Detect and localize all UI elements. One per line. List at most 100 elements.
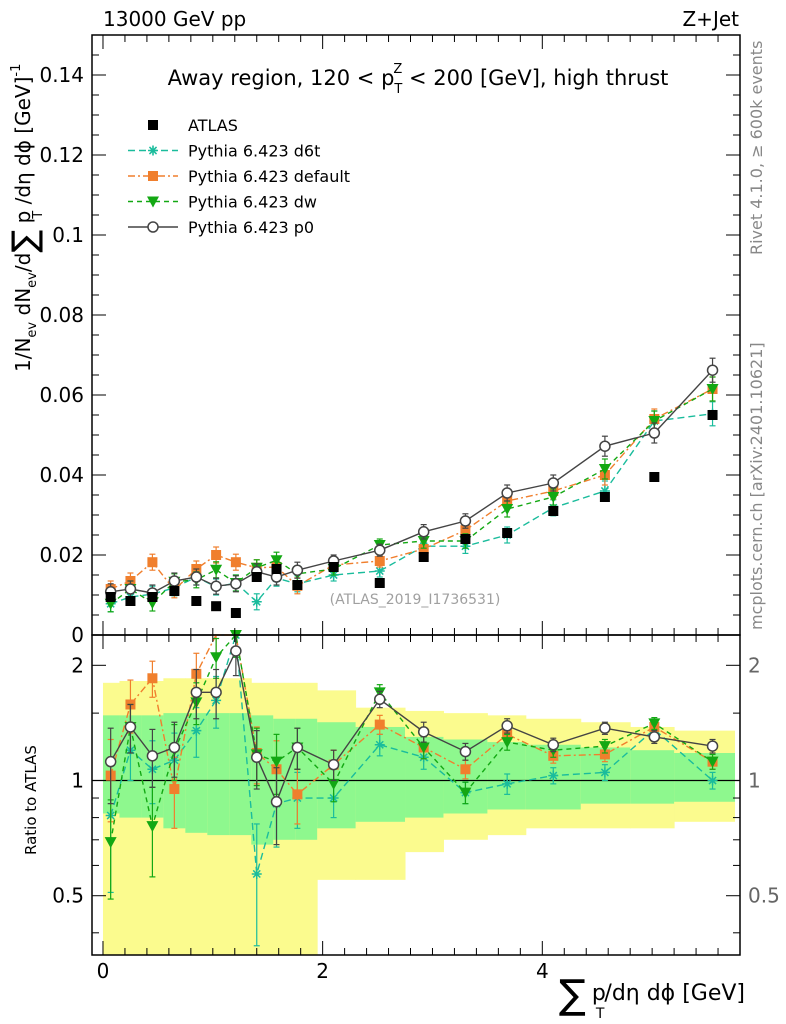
point-p0 (417, 526, 430, 538)
point-atlas (502, 528, 513, 538)
y-tick-label: 0.14 (39, 63, 84, 87)
legend-label-d6t: Pythia 6.423 d6t (188, 142, 320, 161)
point-dw (598, 464, 611, 475)
ratio-point-d6t (191, 725, 202, 736)
point-atlas (271, 564, 282, 574)
x-axis-ticks: 0 2 4 (97, 35, 719, 983)
y-axis-label: 1/Nev dNev/d∑ pT /dη dϕ [GeV]-1 (5, 64, 46, 372)
point-atlas (548, 506, 559, 516)
chart-title: Away region, 120 < pTZ < 200 [GeV], high… (168, 62, 669, 97)
point-p0 (599, 440, 611, 452)
point-p0 (291, 564, 304, 576)
ratio-band-inner (630, 750, 675, 804)
chart-title-pre: Away region, 120 < p (168, 66, 395, 90)
ylabel-part-p: p (11, 211, 35, 230)
point-atlas (125, 596, 136, 606)
chart-title-sup: Z (393, 62, 402, 77)
ratio-tick-label-right: 0.5 (748, 884, 780, 908)
point-atlas (169, 586, 180, 596)
legend: ATLAS Pythia 6.423 d6t Pythia 6.423 defaul… (128, 116, 350, 237)
point-p0 (459, 515, 472, 527)
ratio-point-default (147, 673, 158, 684)
point-d6t (599, 486, 610, 496)
y-tick-label: 0.1 (52, 223, 84, 247)
ratio-point-dw (417, 742, 430, 754)
point-atlas (328, 562, 339, 572)
ratio-point-p0 (146, 750, 159, 762)
header-left-label: 13000 GeV pp (103, 7, 246, 31)
point-atlas (418, 552, 429, 562)
ratio-point-p0 (250, 751, 263, 764)
ylabel-sub-p: T (31, 211, 46, 220)
ratio-point-p0 (374, 693, 386, 706)
ratio-point-p0 (270, 796, 283, 808)
point-atlas (147, 592, 158, 602)
main-marks (104, 357, 719, 618)
point-dw (706, 384, 719, 395)
ratio-point-p0 (417, 726, 430, 738)
point-p0 (230, 578, 242, 590)
ratio-y-label: Ratio to ATLAS (22, 745, 40, 855)
ratio-point-d6t (707, 775, 718, 786)
xlabel-sub: T (595, 1006, 605, 1022)
ylabel-sum-symbol: ∑ (5, 230, 45, 253)
point-atlas (707, 410, 718, 420)
y-tick-label: 0.06 (39, 383, 84, 407)
ratio-point-p0 (124, 721, 137, 733)
chart-title-sub: T (393, 82, 402, 97)
legend-marker-p0 (147, 221, 159, 233)
ratio-frame (91, 634, 741, 956)
ratio-point-p0 (291, 741, 304, 754)
point-p0 (124, 583, 137, 595)
x-axis-label: ∑ p T/dη dϕ [GeV] (559, 972, 745, 1022)
header-right-label: Z+Jet (682, 7, 739, 31)
point-atlas (599, 492, 610, 502)
ratio-point-default (460, 764, 471, 775)
ratio-point-d6t (374, 739, 385, 750)
ylabel-part-c: /d (11, 253, 35, 272)
main-panel: 0 0.02 0.04 0.06 0.08 0.1 0.12 0.14 (ATLAS_2019… (39, 34, 741, 647)
xlabel-part-p: p (592, 981, 606, 1006)
point-atlas (251, 572, 262, 582)
ratio-point-dw (270, 756, 283, 768)
point-d6t (251, 596, 262, 607)
legend-label-atlas: ATLAS (188, 116, 238, 135)
ratio-tick-label-right: 2 (748, 653, 761, 677)
ratio-point-d6t (502, 778, 513, 789)
ratio-point-p0 (190, 686, 203, 699)
ratio-point-d6t (251, 868, 262, 879)
ratio-point-dw (598, 741, 611, 753)
ratio-tick-label: 1 (71, 769, 84, 793)
point-dw (547, 492, 560, 503)
point-p0 (168, 575, 181, 587)
ratio-band-inner (317, 722, 357, 829)
point-dw (270, 555, 283, 567)
point-d6t (374, 566, 385, 576)
legend-label-default: Pythia 6.423 default (188, 167, 350, 186)
point-p0 (706, 364, 719, 376)
ratio-point-p0 (168, 741, 181, 754)
point-default (147, 557, 158, 568)
ratio-tick-label-right: 1 (748, 769, 761, 793)
ratio-point-p0 (230, 645, 242, 657)
chart-title-post: < 200 [GeV], high thrust (402, 66, 668, 90)
ratio-band-inner (185, 713, 208, 833)
y-tick-label: 0.04 (39, 463, 84, 487)
ratio-point-p0 (327, 758, 340, 771)
ylabel-sup: -1 (9, 64, 24, 77)
point-p0 (190, 571, 203, 583)
point-atlas (230, 608, 241, 618)
ylabel-part-a: 1/N (11, 338, 35, 372)
xlabel-sum-symbol: ∑ (559, 972, 586, 1018)
ratio-point-default (374, 719, 385, 730)
ratio-tick-label: 0.5 (52, 884, 84, 908)
point-dw (210, 564, 223, 576)
point-atlas (191, 596, 202, 606)
ylabel-part-d: /dη dϕ [GeV] (11, 77, 35, 211)
point-p0 (501, 487, 513, 499)
legend-label-p0: Pythia 6.423 p0 (188, 218, 314, 237)
point-atlas (211, 601, 222, 612)
ratio-panel: 0.5 0.5 1 1 2 2 (52, 630, 780, 956)
ratio-point-dw (501, 737, 514, 749)
